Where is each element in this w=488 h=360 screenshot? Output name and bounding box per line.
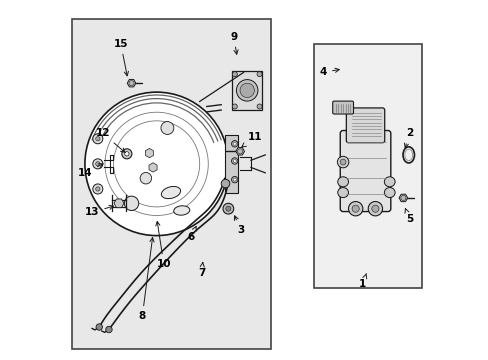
Circle shape <box>223 203 233 214</box>
Text: 10: 10 <box>156 221 171 269</box>
FancyBboxPatch shape <box>340 131 390 212</box>
FancyBboxPatch shape <box>332 101 353 114</box>
Circle shape <box>233 178 236 181</box>
Text: 13: 13 <box>84 205 113 217</box>
Circle shape <box>257 72 262 77</box>
Circle shape <box>93 159 102 169</box>
Text: 1: 1 <box>359 274 366 289</box>
Text: 3: 3 <box>234 216 244 235</box>
Ellipse shape <box>161 186 180 199</box>
Bar <box>224 135 238 193</box>
Ellipse shape <box>337 188 348 198</box>
Circle shape <box>124 152 129 156</box>
Circle shape <box>221 179 229 188</box>
Text: 7: 7 <box>197 262 205 278</box>
Circle shape <box>122 149 132 159</box>
Circle shape <box>96 162 100 166</box>
Circle shape <box>232 104 237 109</box>
FancyBboxPatch shape <box>346 108 384 143</box>
Circle shape <box>240 83 254 98</box>
Circle shape <box>96 324 102 330</box>
Circle shape <box>236 80 258 101</box>
Text: 9: 9 <box>230 32 238 54</box>
Circle shape <box>225 206 230 211</box>
Circle shape <box>96 136 100 141</box>
Circle shape <box>105 326 112 333</box>
Circle shape <box>337 156 348 168</box>
Circle shape <box>233 142 236 145</box>
Circle shape <box>367 202 382 216</box>
Ellipse shape <box>384 177 394 187</box>
Circle shape <box>93 184 102 194</box>
Circle shape <box>351 205 359 212</box>
Circle shape <box>237 149 242 154</box>
Circle shape <box>161 122 174 134</box>
Circle shape <box>140 172 151 184</box>
Bar <box>72 19 271 348</box>
Circle shape <box>371 205 378 212</box>
Circle shape <box>233 159 236 162</box>
Circle shape <box>400 195 405 201</box>
Text: 12: 12 <box>95 129 125 152</box>
Text: 4: 4 <box>319 67 339 77</box>
Circle shape <box>340 159 346 165</box>
Circle shape <box>129 81 134 86</box>
Text: 14: 14 <box>78 164 103 178</box>
Circle shape <box>348 202 362 216</box>
Text: 5: 5 <box>404 208 412 224</box>
Text: 15: 15 <box>113 39 128 76</box>
Bar <box>231 71 262 110</box>
Circle shape <box>93 134 102 144</box>
Bar <box>314 44 421 288</box>
Circle shape <box>231 158 238 164</box>
Circle shape <box>232 72 237 77</box>
Circle shape <box>231 176 238 183</box>
Text: 11: 11 <box>241 132 262 147</box>
Ellipse shape <box>337 177 348 187</box>
Text: 8: 8 <box>139 238 154 321</box>
Ellipse shape <box>384 188 394 198</box>
Circle shape <box>85 92 228 235</box>
Circle shape <box>231 140 238 147</box>
Text: 2: 2 <box>404 129 412 148</box>
Circle shape <box>257 104 262 109</box>
Circle shape <box>96 187 100 191</box>
Text: 6: 6 <box>187 226 196 242</box>
Ellipse shape <box>173 206 189 215</box>
Circle shape <box>124 196 139 211</box>
